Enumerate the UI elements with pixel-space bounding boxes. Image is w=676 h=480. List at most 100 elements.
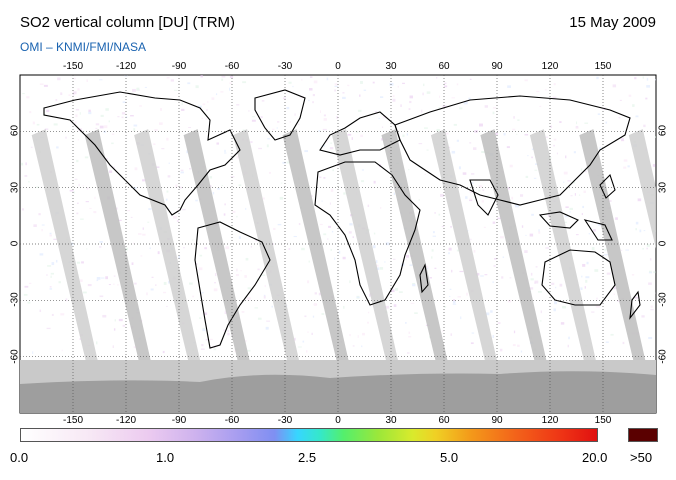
noise-speck [144,86,147,88]
noise-speck [121,116,124,119]
noise-speck [240,270,242,272]
noise-speck [538,229,540,232]
noise-speck [46,109,50,113]
noise-speck [580,287,583,291]
noise-speck [450,333,453,336]
noise-speck [569,211,571,213]
noise-speck [318,130,321,132]
noise-speck [329,147,334,150]
noise-speck [525,175,529,179]
noise-speck [302,340,305,343]
orbit-gap-swath [282,129,349,361]
noise-speck [198,105,202,108]
noise-speck [321,200,323,202]
noise-speck [380,207,382,209]
noise-speck [99,240,103,243]
orbit-gap-swath [134,129,201,361]
noise-speck [517,119,520,121]
noise-speck [457,296,462,298]
noise-speck [99,125,104,129]
noise-speck [46,327,51,330]
noise-speck [168,162,170,164]
noise-speck [99,295,104,298]
orbit-gap-swath [332,129,398,361]
latitude-tick-label: 30 [657,181,669,193]
noise-speck [23,293,28,296]
noise-speck [277,121,280,123]
noise-speck [76,261,81,264]
noise-speck [113,283,115,285]
noise-speck [195,199,198,202]
noise-speck [584,170,587,173]
noise-speck [118,318,123,322]
noise-speck [257,317,262,320]
noise-speck [392,258,396,260]
noise-speck [426,91,431,94]
colorbar-label: 2.5 [298,450,317,465]
noise-speck [32,351,34,354]
noise-speck [374,111,378,113]
noise-speck [385,305,390,309]
noise-speck [336,116,338,119]
noise-speck [202,103,206,106]
noise-speck [567,344,570,348]
noise-speck [524,133,529,136]
noise-speck [512,128,516,131]
noise-speck [246,297,251,300]
noise-speck [637,198,642,202]
noise-speck [574,193,576,196]
noise-speck [392,98,396,102]
noise-speck [168,280,170,284]
noise-speck [277,223,282,226]
noise-speck [588,233,590,235]
noise-speck [432,235,437,237]
orbit-gap-swath [233,129,300,361]
noise-speck [130,115,134,117]
noise-speck [442,105,447,108]
noise-speck [309,88,313,91]
longitude-tick-label: 120 [541,415,559,426]
noise-speck [53,238,57,240]
noise-speck [227,332,230,336]
noise-speck [397,85,399,88]
noise-speck [646,244,650,247]
noise-speck [288,81,292,84]
noise-speck [408,331,411,334]
noise-speck [103,130,106,133]
noise-speck [654,136,656,139]
colorbar [20,428,598,442]
noise-speck [565,206,569,209]
noise-speck [159,122,163,125]
noise-speck [349,280,351,284]
noise-speck [329,202,331,205]
noise-speck [650,309,654,311]
noise-speck [78,183,80,187]
noise-speck [236,215,238,218]
noise-speck [166,137,169,141]
noise-speck [178,255,181,259]
noise-speck [450,226,452,228]
noise-speck [534,282,536,284]
noise-speck [245,207,247,210]
noise-speck [515,204,519,208]
noise-speck [509,277,512,279]
noise-speck [414,312,418,314]
noise-speck [507,299,512,303]
noise-speck [238,184,242,187]
noise-speck [393,192,396,196]
noise-speck [615,217,618,220]
noise-speck [88,109,91,112]
noise-speck [507,85,511,88]
noise-speck [136,87,140,91]
noise-speck [559,283,563,287]
noise-speck [460,316,462,320]
noise-speck [369,293,371,297]
noise-speck [492,107,497,109]
noise-speck [243,340,248,342]
longitude-tick-label: 90 [491,61,503,72]
noise-speck [603,254,608,256]
noise-speck [596,297,598,300]
noise-speck [235,273,239,277]
noise-speck [262,197,265,200]
noise-speck [73,191,75,194]
